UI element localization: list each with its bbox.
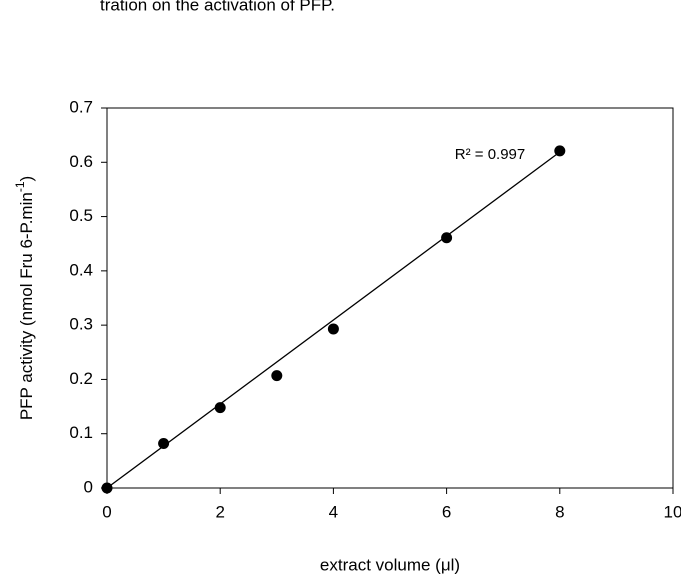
annotation: R² = 0.997	[455, 146, 525, 163]
y-label-sup: -1	[13, 181, 27, 192]
point	[101, 482, 113, 494]
x-tick-label: 10	[664, 502, 681, 521]
x-tick-label: 4	[329, 502, 338, 521]
x-tick-label: 0	[102, 502, 111, 521]
y-tick-label: 0.2	[69, 369, 93, 388]
y-tick-label: 0.3	[69, 315, 93, 334]
plot-frame	[106, 107, 674, 489]
x-tick-label: 6	[442, 502, 451, 521]
x-tick-label: 2	[215, 502, 224, 521]
y-tick-label: 0.6	[69, 152, 93, 171]
x-tick-label: 8	[555, 502, 564, 521]
point	[158, 437, 170, 449]
y-tick-label: 0.5	[69, 206, 93, 225]
y-tick-label: 0.4	[69, 260, 93, 279]
y-tick-label: 0	[84, 477, 93, 496]
point	[554, 145, 566, 157]
y-tick-label: 0.1	[69, 423, 93, 442]
caption: tration on the activation of PFP.	[100, 0, 335, 14]
point	[214, 402, 226, 414]
y-label-end: )	[17, 176, 36, 182]
y-label-main: PFP activity (nmol Fru 6-P.min	[17, 192, 36, 420]
trendline	[106, 151, 561, 489]
y-tick-label: 0.7	[69, 97, 93, 116]
point	[271, 370, 283, 382]
y-axis-label: PFP activity (nmol Fru 6-P.min-1)	[13, 176, 36, 420]
x-axis-label: extract volume (μl)	[320, 555, 460, 574]
point	[327, 323, 339, 335]
point	[441, 232, 453, 244]
